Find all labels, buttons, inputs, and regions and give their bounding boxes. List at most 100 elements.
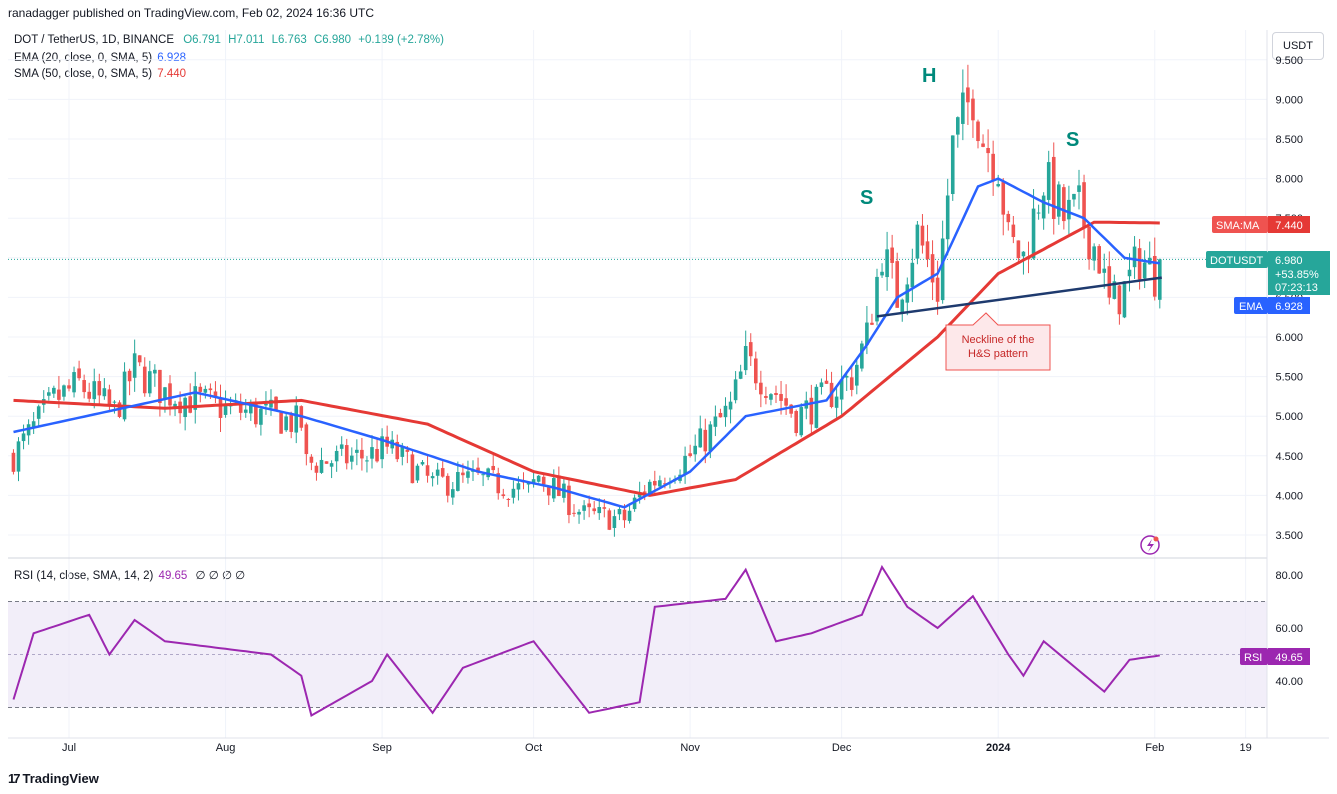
time-tick-label: Dec	[832, 742, 852, 754]
candle-body	[461, 472, 465, 476]
candle-body	[36, 406, 41, 419]
candle-body	[925, 241, 930, 260]
candle-body	[1092, 246, 1096, 261]
candle-body	[875, 276, 879, 322]
candle-body	[1041, 195, 1046, 219]
candle-body	[1011, 224, 1016, 238]
candle-body	[799, 407, 804, 436]
time-tick-label: Aug	[216, 742, 236, 754]
candle-body	[996, 184, 1000, 187]
candle-body	[435, 469, 440, 476]
sma-legend-label: SMA (50, close, 0, SMA, 5)	[14, 68, 153, 80]
symbol-name[interactable]: DOT / TetherUS, 1D, BINANCE	[14, 34, 174, 46]
publisher-credit: ranadagger published on TradingView.com,…	[8, 6, 375, 20]
candle-body	[844, 375, 849, 378]
ema-badge-value: 6.928	[1275, 301, 1303, 313]
candle-body	[577, 511, 581, 515]
candle-body	[971, 98, 975, 121]
candle-body	[920, 225, 925, 246]
candle-body	[203, 388, 208, 393]
ema-badge: EMA 6.928	[1234, 297, 1310, 314]
candle-body	[531, 479, 536, 484]
time-axis-labels: Jul Aug Sep Oct Nov Dec 2024 Feb 19	[62, 742, 1252, 754]
candle-body	[82, 380, 86, 393]
candle-body	[329, 463, 334, 467]
neckline-line	[876, 276, 1162, 318]
candle-body	[289, 415, 293, 432]
rsi-badge: RSI 49.65	[1240, 648, 1310, 665]
candle-body	[546, 487, 551, 496]
candle-body	[112, 401, 117, 403]
sma-legend[interactable]: SMA (50, close, 0, SMA, 5) 7.440	[14, 68, 186, 80]
price-tick-label: 8.500	[1275, 134, 1303, 146]
rsi-legend[interactable]: RSI (14, close, SMA, 14, 2) 49.65 ∅ ∅ ∅ …	[14, 568, 245, 582]
candle-body	[890, 247, 894, 263]
candle-body	[1087, 226, 1091, 260]
ema-legend-label: EMA (20, close, 0, SMA, 5)	[14, 52, 153, 64]
ema-legend[interactable]: EMA (20, close, 0, SMA, 5) 6.928	[14, 52, 186, 64]
candle-body	[87, 391, 91, 399]
candle-body	[16, 441, 21, 472]
candle-body	[193, 386, 198, 410]
left-shoulder-label: S	[860, 187, 873, 209]
open-value: O6.791	[183, 34, 221, 46]
candle-body	[592, 508, 596, 512]
price-tick-label: 9.500	[1275, 55, 1303, 67]
candles	[11, 64, 1162, 537]
candle-body	[819, 382, 824, 388]
candle-body	[188, 396, 192, 413]
candle-body	[52, 387, 56, 394]
candle-body	[72, 372, 76, 393]
candle-body	[703, 429, 708, 452]
candle-body	[415, 465, 420, 481]
candle-body	[218, 398, 223, 418]
candle-body	[1036, 212, 1041, 214]
high-value: H7.011	[228, 34, 265, 46]
rsi-legend-value: 49.65	[158, 570, 188, 582]
currency-button[interactable]: USDT	[1272, 32, 1324, 60]
candle-body	[97, 381, 102, 396]
lightning-icon[interactable]	[1140, 535, 1160, 555]
price-badge: DOTUSDT 6.980 +53.85% 07:23:13	[1206, 251, 1330, 295]
candle-body	[254, 401, 258, 425]
time-tick-label: 2024	[986, 742, 1011, 754]
candle-body	[617, 509, 622, 515]
candle-body	[1006, 213, 1011, 223]
candle-body	[683, 455, 687, 475]
candle-body	[915, 224, 920, 259]
price-tick-label: 5.500	[1275, 372, 1303, 384]
tradingview-footer[interactable]: 17 TradingView	[8, 771, 99, 786]
change-value: +0.189 (+2.78%)	[358, 34, 444, 46]
candle-body	[77, 368, 81, 379]
candle-body	[420, 462, 425, 465]
candle-body	[733, 379, 738, 401]
candle-body	[986, 148, 990, 154]
candle-body	[445, 475, 450, 496]
time-tick-label: Sep	[372, 742, 392, 754]
candle-body	[208, 388, 213, 391]
candle-body	[779, 393, 783, 401]
time-tick-label: Oct	[525, 742, 542, 754]
time-tick-label: 19	[1240, 742, 1252, 754]
candle-body	[350, 455, 354, 462]
price-badge-value: 6.980	[1275, 255, 1303, 267]
candle-body	[21, 433, 26, 442]
candle-body	[1102, 268, 1107, 273]
candle-body	[1107, 266, 1112, 298]
price-tick-label: 8.000	[1275, 174, 1303, 186]
candle-body	[956, 117, 960, 135]
candle-body	[339, 444, 344, 449]
candle-body	[249, 403, 253, 414]
candle-body	[945, 195, 950, 240]
candle-body	[132, 353, 137, 378]
candle-body	[1001, 182, 1006, 215]
candle-body	[612, 516, 617, 528]
candle-body	[935, 277, 940, 302]
candle-body	[597, 507, 602, 514]
candle-body	[142, 366, 147, 394]
candle-body	[622, 509, 627, 521]
candle-body	[567, 485, 571, 516]
candle-body	[198, 386, 203, 392]
candle-body	[950, 135, 955, 195]
